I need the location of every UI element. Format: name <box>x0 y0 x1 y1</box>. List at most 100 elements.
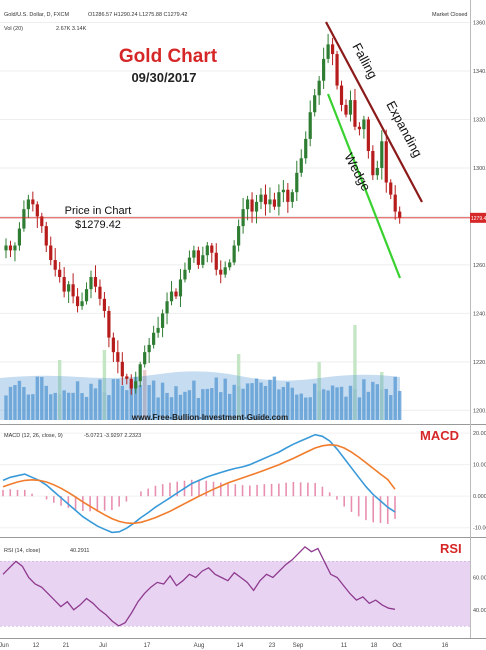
volume-bar <box>357 397 362 420</box>
rsi-tick-label: 40.0000 <box>473 608 486 614</box>
candle-body <box>201 255 205 265</box>
volume-bar <box>116 379 120 420</box>
candle-body <box>254 201 259 212</box>
website-watermark: www.Free-Bullion-Investment-Guide.com <box>131 413 288 422</box>
candle-body <box>143 352 147 365</box>
candle-body <box>134 381 138 389</box>
candle-body <box>277 192 281 207</box>
volume-bar <box>299 393 303 420</box>
candle-body <box>174 291 178 297</box>
volume-bar <box>250 383 254 420</box>
volume-bar <box>241 388 245 420</box>
candle-body <box>187 257 192 270</box>
volume-bar <box>272 376 277 420</box>
volume-bar <box>134 376 138 420</box>
volume-bar <box>308 397 312 420</box>
rsi-panel-label: RSI <box>440 541 462 556</box>
x-tick-label: 18 <box>371 643 378 649</box>
macd-tick-label: 20.0000 <box>473 431 486 437</box>
volume-bar <box>4 395 8 420</box>
candle-body <box>192 250 196 258</box>
macd-tick-label: 0.0000 <box>473 494 486 500</box>
volume-bar <box>142 370 147 420</box>
price-value: $1279.42 <box>75 219 121 231</box>
volume-bar <box>277 389 281 420</box>
candle-body <box>147 344 151 353</box>
candle-body <box>232 245 236 263</box>
volume-bar <box>214 377 218 420</box>
candle-body <box>35 204 39 217</box>
x-tick-label: Aug <box>194 643 205 649</box>
volume-bar <box>80 393 84 420</box>
volume-bar <box>326 390 330 420</box>
candle-body <box>125 376 129 379</box>
candle-body <box>281 189 285 193</box>
candle-body <box>326 44 330 59</box>
macd-header: MACD (12, 26, close, 9) <box>4 433 63 439</box>
volume-bar <box>317 362 321 420</box>
candle-body <box>44 226 48 246</box>
volume-bar <box>362 379 366 420</box>
candle-body <box>210 245 214 253</box>
candle-body <box>290 192 294 202</box>
volume-bar <box>89 383 93 420</box>
candle-body <box>75 296 80 307</box>
candle-body <box>250 199 254 212</box>
candle-body <box>22 209 26 229</box>
volume-bar <box>40 376 44 420</box>
x-tick-label: Oct <box>392 643 402 649</box>
macd-tick-label: -10.0000 <box>473 526 486 532</box>
rsi-line <box>2 545 396 627</box>
candle-body <box>398 211 402 218</box>
volume-bar <box>111 379 116 420</box>
volume-bar <box>393 376 397 420</box>
volume-bar <box>353 325 357 420</box>
volume-bar <box>75 381 80 420</box>
volume-bar <box>339 386 344 420</box>
volume-bar <box>348 385 353 420</box>
volume-area <box>0 371 400 420</box>
candle-body <box>259 194 263 202</box>
volume-bar <box>227 393 232 420</box>
candle-body <box>375 167 379 176</box>
candle-body <box>129 378 133 389</box>
volume-bar <box>290 387 295 420</box>
volume-bar <box>366 391 371 420</box>
lower-wedge-line <box>326 93 402 279</box>
x-tick-label: Sep <box>293 643 304 649</box>
macd-values: -5.0721 -3.9297 2.2323 <box>84 433 141 439</box>
volume-bar <box>49 394 53 420</box>
candle-body <box>31 199 35 205</box>
volume-bar <box>384 388 388 420</box>
price-tick-label: 1200.00 <box>473 408 486 414</box>
volume-bar <box>125 390 129 420</box>
volume-bar <box>102 350 107 420</box>
candle-body <box>313 95 317 113</box>
price-tick-label: 1220.00 <box>473 360 486 366</box>
rsi-band <box>0 561 470 626</box>
x-tick-label: 12 <box>33 643 40 649</box>
rsi-lines <box>2 545 396 627</box>
volume-bar <box>57 360 62 420</box>
rsi-header: RSI (14, close) <box>4 548 41 554</box>
candle-body <box>165 301 169 314</box>
candle-body <box>366 119 370 151</box>
candle-body <box>53 260 57 270</box>
candle-body <box>228 262 232 268</box>
macd-tick-label: 10.0000 <box>473 463 486 469</box>
market-status: Market Closed <box>432 12 467 18</box>
candle-body <box>353 100 357 127</box>
price-label: Price in Chart <box>65 205 132 217</box>
upper-wedge-line <box>325 21 423 203</box>
candle-body <box>322 58 326 81</box>
volume-bar <box>192 380 196 420</box>
candle-body <box>214 252 218 270</box>
candle-body <box>335 54 339 86</box>
price-tag <box>470 212 486 223</box>
volume-bar <box>8 386 13 420</box>
volume-bar <box>201 389 205 420</box>
volume-label: Vol (20) <box>4 26 23 32</box>
price-tick-label: 1260.00 <box>473 263 486 269</box>
candle-body <box>304 138 308 159</box>
